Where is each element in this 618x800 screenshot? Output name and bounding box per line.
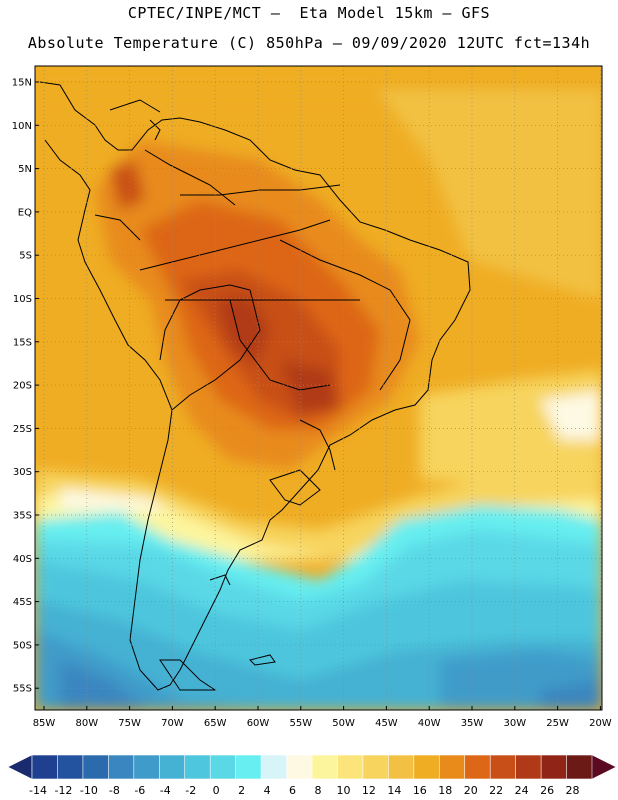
- colorbar-tick-label: 14: [387, 784, 401, 797]
- lon-label: 55W: [289, 718, 312, 729]
- colorbar-tick-label: 20: [464, 784, 478, 797]
- colorbar-tick-label: -12: [54, 784, 72, 797]
- lon-label: 30W: [503, 718, 526, 729]
- lon-label: 85W: [33, 718, 56, 729]
- lon-label: 80W: [75, 718, 98, 729]
- lat-label: 10N: [12, 121, 32, 132]
- lat-label: 20S: [13, 381, 32, 392]
- colorbar-segment: [31, 754, 59, 780]
- lat-label: 40S: [13, 554, 32, 565]
- lon-label: 65W: [204, 718, 227, 729]
- lat-label: 30S: [13, 467, 32, 478]
- colorbar-arrow-left: [7, 754, 33, 780]
- colorbar-tick-label: -4: [160, 784, 171, 797]
- colorbar-segment: [566, 754, 593, 780]
- colorbar-labels: -14 -12 -10 -8 -6 -4 -2 0 2 4 6 8 10 12 14 16 18 20 22 24 26…: [29, 784, 580, 797]
- lat-label: 55S: [13, 684, 32, 695]
- colorbar-segment: [362, 754, 390, 780]
- lat-label: 15S: [13, 337, 32, 348]
- colorbar: [7, 754, 617, 780]
- colorbar-segment: [388, 754, 415, 780]
- colorbar-tick-label: 10: [336, 784, 350, 797]
- colorbar-segment: [438, 754, 466, 780]
- colorbar-segment: [489, 754, 517, 780]
- lon-label: 40W: [418, 718, 441, 729]
- lon-label: 45W: [375, 718, 398, 729]
- colorbar-tick-label: 16: [413, 784, 427, 797]
- colorbar-tick-label: -6: [134, 784, 145, 797]
- colorbar-segment: [158, 754, 186, 780]
- lon-label: 50W: [332, 718, 355, 729]
- colorbar-segment: [209, 754, 237, 780]
- lat-label: EQ: [18, 207, 32, 218]
- colorbar-segment: [57, 754, 84, 780]
- colorbar-arrow-right: [591, 754, 617, 780]
- lon-label: 75W: [118, 718, 141, 729]
- lat-label: 35S: [13, 511, 32, 522]
- lon-label: 70W: [161, 718, 184, 729]
- colorbar-segment: [311, 754, 339, 780]
- lat-label: 15N: [12, 78, 32, 89]
- colorbar-segment: [133, 754, 161, 780]
- lat-label: 10S: [13, 294, 32, 305]
- colorbar-tick-label: -14: [29, 784, 47, 797]
- colorbar-tick-label: 22: [489, 784, 503, 797]
- colorbar-tick-label: 18: [438, 784, 452, 797]
- colorbar-tick-label: 24: [515, 784, 529, 797]
- colorbar-tick-label: 0: [213, 784, 220, 797]
- coastlines: [39, 81, 471, 691]
- colorbar-tick-label: 12: [362, 784, 376, 797]
- lat-label: 5S: [19, 251, 32, 262]
- lat-label: 50S: [13, 640, 32, 651]
- lat-label: 5N: [18, 164, 32, 175]
- colorbar-tick-label: -8: [109, 784, 120, 797]
- colorbar-segment: [286, 754, 313, 780]
- colorbar-tick-label: -10: [80, 784, 98, 797]
- lon-label: 25W: [546, 718, 569, 729]
- map-frame: [34, 65, 603, 711]
- latitude-labels: 15N 10N 5N EQ 5S 10S 15S 20S 25S 30S 35S 40S 45S 50S 5…: [12, 78, 39, 695]
- colorbar-segment: [260, 754, 288, 780]
- temperature-field: [35, 66, 602, 710]
- lon-label: 20W: [589, 718, 612, 729]
- colorbar-tick-label: 6: [289, 784, 296, 797]
- colorbar-segment: [235, 754, 262, 780]
- colorbar-segment: [108, 754, 135, 780]
- colorbar-segment: [337, 754, 364, 780]
- lat-label: 25S: [13, 424, 32, 435]
- colorbar-tick-label: 26: [540, 784, 554, 797]
- lat-label: 45S: [13, 597, 32, 608]
- colorbar-tick-label: 8: [315, 784, 322, 797]
- colorbar-tick-label: -2: [185, 784, 196, 797]
- lat-lon-grid: [35, 66, 602, 710]
- colorbar-tick-label: 4: [264, 784, 271, 797]
- title-line-2: Absolute Temperature (C) 850hPa – 09/09/…: [27, 34, 591, 52]
- colorbar-segment: [184, 754, 211, 780]
- colorbar-segment: [540, 754, 568, 780]
- colorbar-tick-label: 2: [238, 784, 245, 797]
- title-line-1: CPTEC/INPE/MCT – Eta Model 15km – GFS: [127, 4, 491, 22]
- colorbar-segment: [82, 754, 110, 780]
- colorbar-tick-label: 28: [566, 784, 580, 797]
- lon-label: 60W: [247, 718, 270, 729]
- colorbar-segment: [515, 754, 542, 780]
- longitude-labels: 85W 80W 75W 70W 65W 60W 55W 50W 45W 40W 35W 30W 25W 2…: [33, 706, 612, 729]
- colorbar-segment: [464, 754, 491, 780]
- lon-label: 35W: [461, 718, 484, 729]
- colorbar-segment: [413, 754, 441, 780]
